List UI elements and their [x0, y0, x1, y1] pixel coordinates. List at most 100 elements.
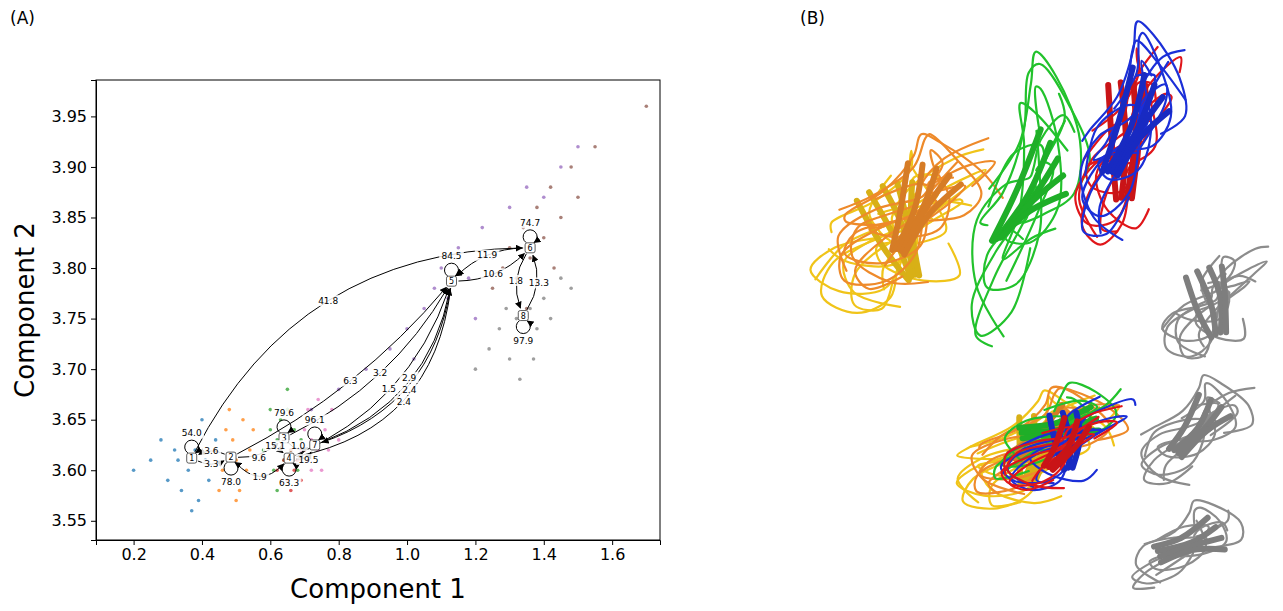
edge-value-label: 74.7 [520, 218, 540, 228]
gray-domain [1132, 500, 1243, 589]
edge-value-label: 3.2 [373, 368, 387, 378]
panel-label: (A) [10, 8, 35, 28]
scatter-point [180, 489, 184, 493]
self-loop [308, 427, 322, 440]
scatter-point [549, 185, 553, 189]
scatter-point [498, 327, 502, 331]
label-patch [527, 277, 552, 288]
x-axis-title: Component 1 [290, 574, 466, 604]
state-box [518, 311, 528, 321]
label-patch [400, 372, 419, 383]
coil [1081, 50, 1185, 240]
edge-label: 3.6 [202, 446, 221, 457]
tick-label: 3.75 [51, 309, 87, 328]
edge-value-label: 10.6 [483, 269, 503, 279]
label-patch [370, 368, 389, 379]
self-loop [224, 462, 238, 475]
scatter-point [228, 408, 232, 412]
label-patch [289, 440, 308, 451]
scatter-point [248, 448, 252, 452]
edge-value-label: 41.8 [318, 296, 338, 306]
label-patch [272, 407, 297, 418]
scatter-point [207, 479, 211, 483]
label-patch [277, 478, 302, 489]
edge-value-label: 3.6 [204, 446, 219, 456]
scatter-point [166, 479, 170, 483]
scatter-point [535, 206, 539, 210]
state-node [446, 276, 456, 286]
edge-value-label: 1.5 [382, 384, 396, 394]
tick-mark [407, 540, 408, 545]
scatter-point [176, 458, 180, 462]
tick-label: 3.60 [51, 461, 87, 480]
scatter-point [159, 438, 163, 442]
edge-label: 3.3 [202, 459, 221, 470]
scatter-point [316, 398, 320, 402]
tick-mark [475, 540, 476, 545]
tick-mark [134, 540, 135, 545]
scatter-point [269, 428, 273, 432]
label-patch [506, 275, 525, 286]
edge-label: 41.8 [316, 295, 341, 306]
edge-label: 15.1 [263, 440, 288, 451]
label-patch [202, 446, 221, 457]
edge-label: 97.9 [511, 335, 536, 346]
tick-label: 0.2 [121, 545, 146, 564]
label-patch [518, 217, 543, 228]
plot-frame [96, 80, 660, 540]
structure-image [810, 21, 1268, 589]
edge-label: 2.9 [400, 372, 419, 383]
transition-arrow [321, 289, 450, 442]
tick: 1.4 [532, 540, 557, 564]
edge-label: 2.4 [400, 384, 419, 395]
tick: 0.2 [121, 540, 146, 564]
tick-label: 3.90 [51, 158, 87, 177]
tick: 3.80 [51, 259, 96, 278]
y-axis: 3.553.603.653.703.753.803.853.903.95 [51, 81, 96, 541]
self-loop [282, 463, 296, 476]
scatter-point [542, 195, 546, 199]
tick-label: 3.95 [51, 107, 87, 126]
tick-mark [91, 470, 96, 471]
edge-value-label: 54.0 [182, 428, 202, 438]
state-node [525, 243, 535, 253]
scatter-point [559, 216, 563, 220]
tick-label: 1.2 [463, 545, 488, 564]
edge-value-label: 79.6 [274, 408, 294, 418]
self-loop [185, 440, 199, 453]
state-label: 8 [521, 312, 526, 321]
scatter-point [422, 307, 426, 311]
tick: 3.70 [51, 360, 96, 379]
tick-mark [202, 540, 203, 545]
transition-arrow [290, 288, 447, 435]
scatter-point [504, 307, 508, 311]
tick-mark [91, 116, 96, 117]
coil [839, 134, 981, 221]
edge-value-label: 2.4 [402, 385, 417, 395]
plot-area [132, 104, 648, 512]
transition-arrow [296, 289, 449, 456]
sheet [1182, 416, 1231, 457]
edge-label: 78.0 [219, 477, 244, 488]
scatter-point [251, 428, 255, 432]
sheet [1053, 427, 1089, 470]
sheet [1222, 266, 1226, 332]
label-patch [379, 383, 398, 394]
coil [1141, 388, 1254, 485]
label-patch [481, 268, 506, 279]
tick: 0.6 [258, 540, 283, 564]
edge-value-label: 2.4 [397, 397, 412, 407]
edge-label: 1.0 [289, 440, 308, 451]
scatter-point [549, 317, 553, 321]
transition-arrow [195, 248, 522, 452]
tick: 3.55 [51, 511, 96, 530]
edge-label: 79.6 [272, 407, 297, 418]
edge-label: 74.7 [518, 217, 543, 228]
scatter-point [186, 468, 190, 472]
tick-mark [270, 540, 271, 545]
label-patch [249, 452, 268, 463]
scatter-point [542, 297, 546, 301]
scatter-point [269, 408, 273, 412]
scatter-point [173, 448, 177, 452]
axis-line [97, 541, 661, 546]
